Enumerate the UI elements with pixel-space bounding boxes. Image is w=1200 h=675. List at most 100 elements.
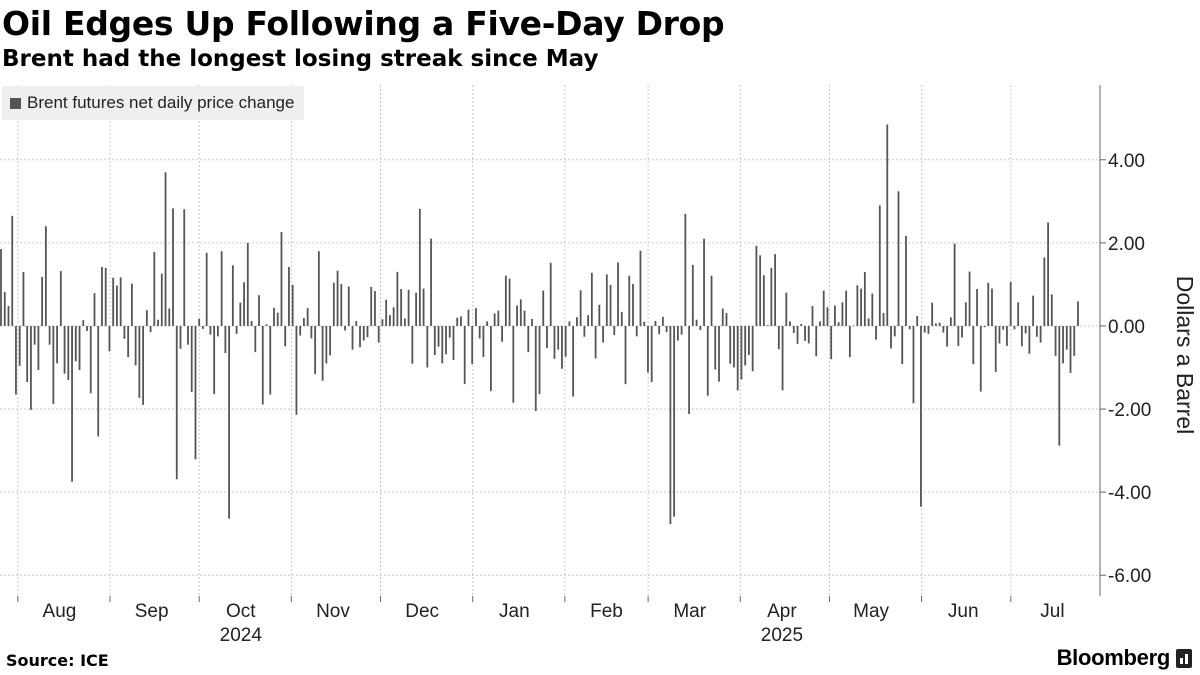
x-tick-label: Jul <box>1040 601 1064 622</box>
bar <box>310 325 313 339</box>
bar <box>819 321 821 326</box>
x-tick-label: Aug <box>43 601 77 622</box>
bar <box>912 325 915 404</box>
bar <box>766 325 769 326</box>
bar <box>430 238 432 326</box>
bar <box>804 325 806 341</box>
bar <box>878 205 881 326</box>
bar <box>725 313 728 326</box>
bar <box>82 320 85 326</box>
bar <box>239 302 242 326</box>
bar <box>1043 257 1046 326</box>
bar <box>235 325 238 334</box>
bar <box>695 319 698 326</box>
bar <box>377 325 380 343</box>
bar <box>78 325 81 370</box>
bar <box>134 325 137 366</box>
bar <box>261 325 264 405</box>
bar <box>112 277 115 326</box>
bar <box>957 325 960 346</box>
bar <box>598 304 601 326</box>
bar <box>1050 294 1053 326</box>
bar <box>3 291 6 326</box>
bar <box>762 275 765 326</box>
bar <box>22 271 25 326</box>
bar <box>905 235 907 326</box>
bar <box>605 274 608 326</box>
y-tick-label: -2.00 <box>1108 400 1151 421</box>
bar <box>721 308 724 326</box>
bar <box>1047 222 1049 326</box>
bar <box>523 310 526 326</box>
bar <box>63 325 66 374</box>
bar <box>231 265 234 326</box>
bar <box>789 321 791 326</box>
bar <box>224 325 227 353</box>
gridlines <box>0 85 1100 596</box>
bar <box>403 318 406 326</box>
bar <box>519 299 522 326</box>
bar <box>968 271 971 326</box>
bar <box>897 191 900 326</box>
y-tick-label: 0.00 <box>1108 317 1145 338</box>
bar <box>860 288 863 326</box>
bar <box>0 249 2 326</box>
bar <box>254 325 257 353</box>
bar <box>673 325 676 517</box>
bar <box>172 208 174 326</box>
x-tick-label: May <box>853 601 889 622</box>
bar <box>620 311 623 326</box>
bar <box>194 325 197 460</box>
bar <box>916 315 919 326</box>
bar <box>983 325 986 328</box>
bar <box>336 270 339 326</box>
bar <box>893 325 896 337</box>
bar <box>830 325 833 360</box>
x-tick-label: Feb <box>590 601 623 622</box>
bar <box>949 317 952 326</box>
bar <box>1024 325 1027 334</box>
bar <box>927 325 930 334</box>
bar <box>938 322 941 326</box>
bar <box>437 325 440 347</box>
bar <box>407 289 410 326</box>
bar <box>467 309 470 326</box>
bar <box>366 325 369 338</box>
bar <box>946 325 949 347</box>
bar <box>187 325 189 345</box>
bar <box>718 325 720 382</box>
bar <box>961 325 963 338</box>
bar <box>665 325 668 333</box>
bar <box>33 325 36 345</box>
bar <box>44 226 47 326</box>
bar <box>1069 325 1072 373</box>
bar <box>265 324 268 326</box>
bar <box>703 238 705 326</box>
bar <box>471 325 474 365</box>
bar <box>841 302 844 326</box>
bar <box>374 291 376 326</box>
bar <box>18 325 21 366</box>
bar <box>321 325 324 381</box>
bar <box>351 325 354 350</box>
y-tick-label: 2.00 <box>1108 234 1145 255</box>
bar <box>299 325 302 336</box>
bar <box>815 325 818 357</box>
bars <box>0 124 1079 525</box>
bar <box>295 325 298 415</box>
brand: Bloomberg <box>1057 645 1192 671</box>
bar <box>108 325 111 352</box>
chart-subtitle: Brent had the longest losing streak sinc… <box>2 46 599 72</box>
bar <box>475 308 477 326</box>
bar <box>1032 295 1035 326</box>
bar <box>736 325 739 391</box>
bar <box>852 325 855 327</box>
bar <box>306 308 309 326</box>
x-tick-label: Jan <box>499 601 530 622</box>
bar <box>688 325 690 415</box>
bar <box>1062 325 1064 364</box>
bar <box>796 325 799 344</box>
bar <box>97 325 100 437</box>
bar <box>976 288 978 326</box>
bar <box>30 325 32 410</box>
